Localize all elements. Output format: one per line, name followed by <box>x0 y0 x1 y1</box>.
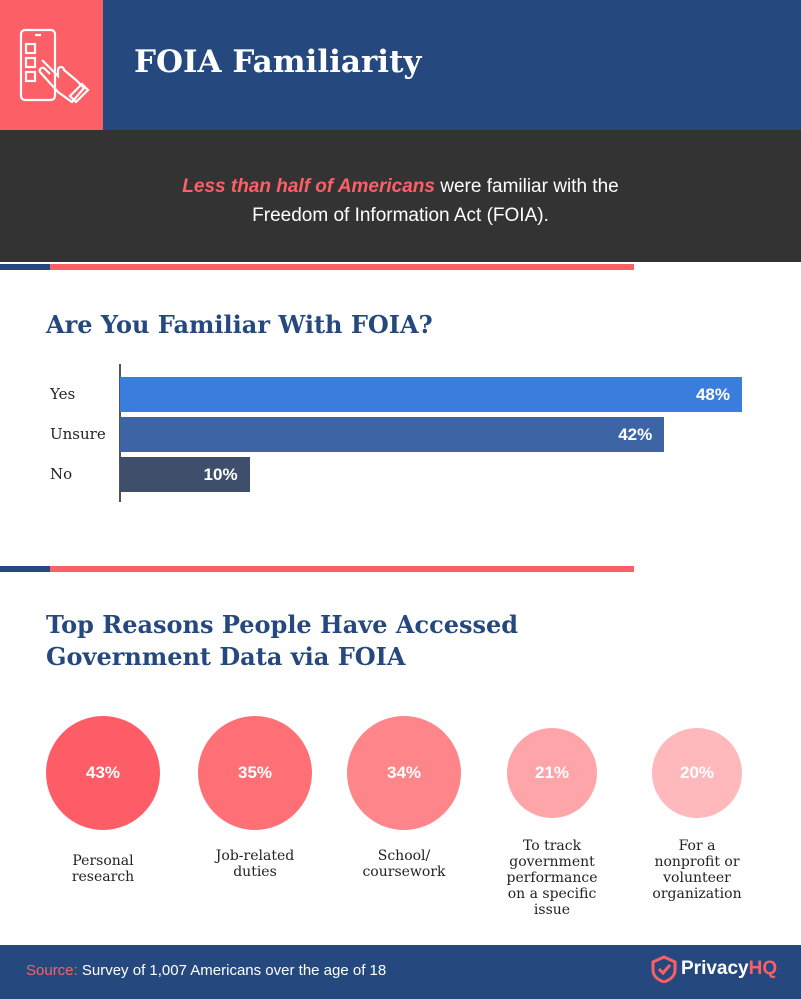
reason-bubble: 43% <box>46 716 160 830</box>
intro-line1: were familiar with the <box>434 176 619 197</box>
reason-label: Personal research <box>28 853 178 885</box>
reason-label-line: research <box>71 869 135 885</box>
category-label: Yes <box>50 385 76 403</box>
reason-label-line: Job-related <box>215 848 295 864</box>
reason-bubble: 35% <box>198 716 312 830</box>
reason-label-line: duties <box>233 864 277 880</box>
bar-chart-title: Are You Familiar With FOIA? <box>46 310 433 339</box>
reason-bubble: 21% <box>507 728 597 818</box>
shield-check-icon <box>651 955 677 983</box>
reason-label-line: coursework <box>362 864 446 880</box>
divider-coral <box>50 264 634 270</box>
header <box>0 0 801 130</box>
reason-label-line: volunteer <box>663 870 731 886</box>
reason-label: For a nonprofit or volunteer organization <box>622 838 772 902</box>
category-label: Unsure <box>50 425 106 443</box>
reason-label: School/coursework <box>329 848 479 880</box>
reason-label-line: To track <box>522 838 582 854</box>
logo-text-hq: HQ <box>748 958 778 979</box>
reason-label-line: For a <box>678 838 716 854</box>
reason-label-line: Personal <box>72 853 134 869</box>
category-label: No <box>50 465 73 483</box>
reason-label: Job-related duties <box>180 848 330 880</box>
source-note: Source: Survey of 1,007 Americans over t… <box>26 962 386 979</box>
reason-label-line: nonprofit or <box>654 854 740 870</box>
reasons-title-line: Top Reasons People Have Accessed <box>46 610 519 639</box>
privacyhq-logo[interactable]: Privacy HQ <box>651 955 777 983</box>
intro-highlight: Less than half of Americans <box>182 176 435 197</box>
reason-bubble: 34% <box>347 716 461 830</box>
intro-band: Less than half of Americans were familia… <box>0 130 801 262</box>
divider-navy <box>0 264 50 270</box>
footer <box>0 945 801 999</box>
phone-touch-icon <box>19 28 90 104</box>
bar-yes: 48% <box>120 377 742 412</box>
source-label: Source: <box>26 962 78 979</box>
reason-label-line: government <box>509 854 595 870</box>
reasons-title-line: Government Data via FOIA <box>46 642 406 671</box>
reason-label: To track government performance on a specif… <box>477 838 627 918</box>
source-text: Survey of 1,007 Americans over the age o… <box>77 962 387 979</box>
reason-bubble: 20% <box>652 728 742 818</box>
reason-label-line: performance <box>506 870 598 886</box>
bar-no: 10% <box>120 457 250 492</box>
header-icon-box <box>0 0 103 130</box>
logo-text: Privacy <box>681 958 749 979</box>
reason-label-line: organization <box>652 886 742 902</box>
divider-coral <box>50 566 634 572</box>
bar-unsure: 42% <box>120 417 665 452</box>
reason-label-line: on a specific <box>507 886 597 902</box>
page-title: FOIA Familiarity <box>134 44 422 80</box>
reason-label-line: School/ <box>377 848 431 864</box>
divider-navy <box>0 566 50 572</box>
reason-label-line: issue <box>533 902 571 918</box>
reasons-title: Top Reasons People Have Accessed Governm… <box>46 609 518 673</box>
intro-line2: Freedom of Information Act (FOIA). <box>252 205 549 226</box>
